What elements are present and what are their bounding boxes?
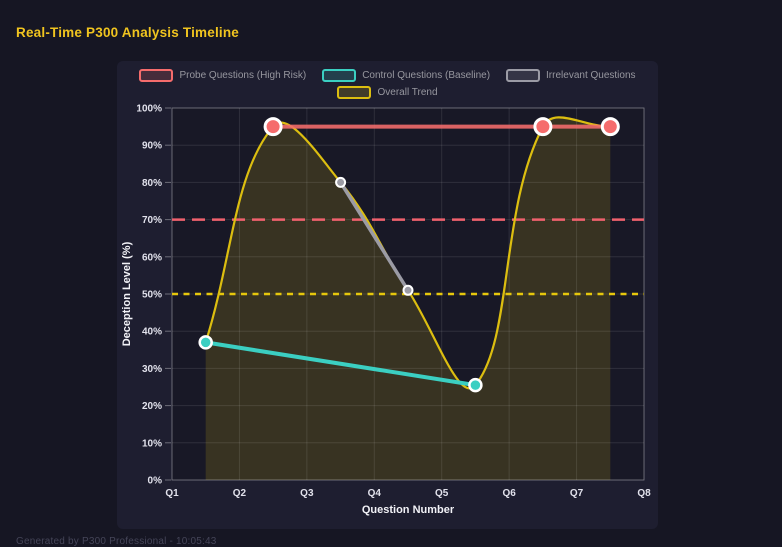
legend-label: Overall Trend <box>377 87 438 98</box>
data-point-probe-questions-high-risk-1[interactable] <box>533 117 553 137</box>
y-tick-label: 90% <box>142 141 162 152</box>
trend-area-fill <box>205 117 611 480</box>
legend-swatch-icon <box>139 69 174 82</box>
x-tick-label: Q3 <box>300 488 314 499</box>
footer-text: Generated by P300 Professional - 10:05:4… <box>16 536 217 547</box>
chart-card: Probe Questions (High Risk) Control Quest… <box>117 61 658 529</box>
legend-label: Control Questions (Baseline) <box>362 70 491 81</box>
y-tick-label: 70% <box>142 215 162 226</box>
y-tick-label: 60% <box>142 252 162 263</box>
y-tick-label: 100% <box>136 104 162 115</box>
legend-swatch-icon <box>506 69 541 82</box>
y-tick-label: 80% <box>142 178 162 189</box>
timeline-chart[interactable]: 0% 10% 20% 30% 40% 50% 60% 70% 80% 90% 100% Q1 Q2 Q3 Q… <box>117 61 658 529</box>
x-tick-label: Q5 <box>435 488 449 499</box>
x-axis-title: Question Number <box>362 504 455 516</box>
x-tick-label: Q6 <box>502 488 516 499</box>
data-point-probe-questions-high-risk-2[interactable] <box>600 117 620 137</box>
legend-row: Overall Trend <box>337 86 438 99</box>
y-axis-title: Deception Level (%) <box>121 241 133 346</box>
legend-label: Probe Questions (High Risk) <box>179 70 307 81</box>
page-title: Real-Time P300 Analysis Timeline <box>16 25 240 40</box>
legend-item-control-questions-baseline[interactable]: Control Questions (Baseline) <box>322 69 490 82</box>
legend-row: Probe Questions (High Risk) Control Quest… <box>139 69 636 82</box>
x-tick-label: Q2 <box>233 488 247 499</box>
legend-item-irrelevant-questions[interactable]: Irrelevant Questions <box>506 69 636 82</box>
x-tick-label: Q4 <box>368 488 382 499</box>
data-point-control-questions-baseline-0[interactable] <box>198 335 213 350</box>
data-point-irrelevant-questions-1[interactable] <box>402 284 414 296</box>
legend-item-overall-trend[interactable]: Overall Trend <box>337 86 438 99</box>
gridlines <box>171 107 645 481</box>
legend-swatch-icon <box>322 69 357 82</box>
legend-swatch-icon <box>337 86 372 99</box>
legend-label: Irrelevant Questions <box>546 70 636 81</box>
x-tick-label: Q7 <box>570 488 584 499</box>
y-tick-label: 10% <box>142 438 162 449</box>
y-tick-label: 40% <box>142 327 162 338</box>
y-tick-label: 0% <box>148 476 163 487</box>
data-point-irrelevant-questions-0[interactable] <box>335 176 347 188</box>
axis-ticks: 0% 10% 20% 30% 40% 50% 60% 70% 80% 90% 100% Q1 Q2 Q3 Q… <box>136 104 651 500</box>
chart-legend: Probe Questions (High Risk) Control Quest… <box>117 69 658 99</box>
legend-item-probe-questions-high-risk[interactable]: Probe Questions (High Risk) <box>139 69 306 82</box>
x-tick-label: Q8 <box>637 488 651 499</box>
data-point-probe-questions-high-risk-0[interactable] <box>263 117 283 137</box>
y-tick-label: 50% <box>142 290 162 301</box>
y-tick-label: 20% <box>142 401 162 412</box>
data-point-control-questions-baseline-1[interactable] <box>468 377 483 393</box>
y-tick-label: 30% <box>142 364 162 375</box>
x-tick-label: Q1 <box>165 488 179 499</box>
series-line-irrelevant-questions <box>338 180 410 293</box>
series-line-control-questions-baseline <box>203 340 478 388</box>
